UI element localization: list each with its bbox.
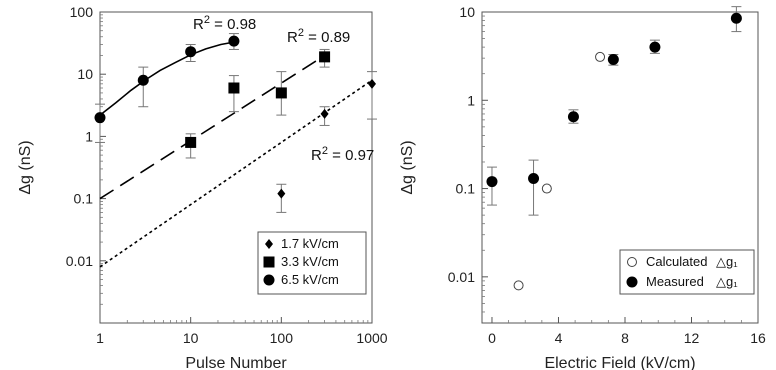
data-point-series-1 bbox=[319, 51, 331, 63]
pulse-number-chart: 1 10 100 1000 0.01 0.1 1 10 100 Pulse Number Δg (n… bbox=[17, 4, 388, 370]
data-point-series-2 bbox=[228, 35, 240, 47]
x-tick-label: 10 bbox=[183, 330, 199, 346]
data-point-series-1 bbox=[567, 111, 579, 123]
legend-box bbox=[257, 231, 367, 295]
x-tick-label: 4 bbox=[555, 330, 563, 346]
legend-label: Calculated bbox=[646, 254, 707, 269]
legend-label: 3.3 kV/cm bbox=[281, 254, 339, 269]
y-tick-label: 10 bbox=[77, 66, 93, 82]
x-tick-label: 12 bbox=[684, 330, 700, 346]
y-tick-label: 1 bbox=[467, 92, 475, 108]
y-tick-label: 0.01 bbox=[66, 253, 93, 269]
data-point-series-1 bbox=[275, 87, 287, 99]
plot-frame bbox=[99, 11, 373, 324]
y-tick-label: 100 bbox=[70, 4, 94, 20]
x-tick-label: 16 bbox=[750, 330, 766, 346]
legend-label: 6.5 kV/cm bbox=[281, 272, 339, 287]
y-axis-label: Δg (nS) bbox=[17, 140, 34, 194]
fit-line-0 bbox=[99, 79, 373, 268]
data-point-series-0 bbox=[368, 78, 376, 89]
y-tick-label: 0.1 bbox=[74, 191, 94, 207]
legend-marker-1 bbox=[626, 276, 638, 288]
y-axis-label: Δg (nS) bbox=[399, 140, 416, 194]
y-tick-label: 0.01 bbox=[448, 269, 475, 285]
legend-symbol: △g₁ bbox=[716, 254, 738, 269]
legend-label: 1.7 kV/cm bbox=[281, 236, 339, 251]
x-tick-label: 8 bbox=[621, 330, 629, 346]
r-squared-annotation: R2 = 0.97 bbox=[311, 145, 374, 164]
data-point-series-0 bbox=[277, 188, 286, 199]
r-squared-annotation: R2 = 0.98 bbox=[193, 14, 256, 33]
legend-marker-0 bbox=[627, 257, 637, 267]
data-point-series-0 bbox=[541, 183, 552, 194]
x-tick-label: 100 bbox=[270, 330, 294, 346]
data-point-series-1 bbox=[528, 173, 540, 185]
legend-marker-0 bbox=[265, 239, 273, 249]
data-point-series-1 bbox=[486, 176, 498, 188]
fit-line-1 bbox=[99, 54, 326, 200]
plot-frame bbox=[481, 11, 759, 324]
fit-line-2 bbox=[99, 41, 236, 116]
data-point-series-0 bbox=[595, 51, 606, 62]
data-point-series-1 bbox=[649, 41, 661, 53]
x-tick-label: 0 bbox=[488, 330, 496, 346]
y-tick-label: 1 bbox=[85, 128, 93, 144]
x-axis-label: Pulse Number bbox=[185, 355, 287, 370]
electric-field-chart: 0 4 8 12 16 0.01 0.1 1 10 Electric Field (kV/cm) Δ… bbox=[399, 4, 766, 370]
legend-marker-2 bbox=[263, 274, 275, 286]
x-tick-label: 1 bbox=[96, 330, 104, 346]
data-point-series-2 bbox=[94, 112, 106, 124]
data-point-series-1 bbox=[730, 12, 742, 24]
data-point-series-0 bbox=[320, 108, 329, 119]
legend-symbol: △g₁ bbox=[716, 274, 738, 289]
data-point-series-0 bbox=[513, 280, 524, 291]
data-point-series-1 bbox=[185, 136, 197, 148]
data-point-series-2 bbox=[185, 46, 197, 58]
r-squared-annotation: R2 = 0.89 bbox=[287, 27, 350, 46]
legend-box bbox=[619, 249, 755, 295]
y-tick-label: 10 bbox=[459, 4, 475, 20]
y-tick-label: 0.1 bbox=[456, 181, 476, 197]
x-tick-label: 1000 bbox=[356, 330, 387, 346]
data-point-series-1 bbox=[228, 82, 240, 94]
legend: 1.7 kV/cm 3.3 kV/cm 6.5 kV/cm bbox=[257, 231, 367, 295]
x-axis-label: Electric Field (kV/cm) bbox=[544, 355, 695, 370]
legend-marker-1 bbox=[263, 256, 275, 268]
legend: Calculated △g₁ Measured △g₁ bbox=[619, 249, 755, 295]
legend-label: Measured bbox=[646, 274, 704, 289]
data-point-series-1 bbox=[607, 53, 619, 65]
data-point-series-2 bbox=[137, 74, 149, 86]
